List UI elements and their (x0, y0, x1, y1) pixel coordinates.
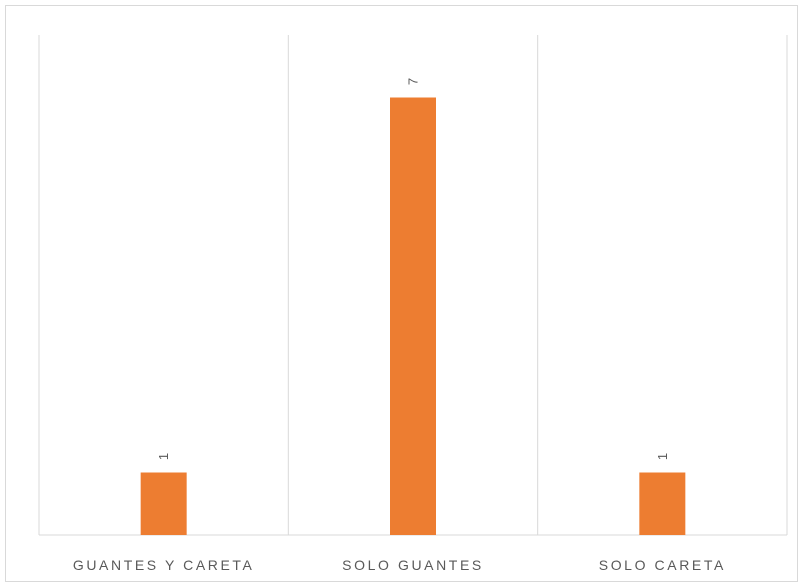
category-gridlines (38, 35, 788, 535)
category-label: SOLO CARETA (599, 557, 726, 573)
bar (639, 472, 686, 535)
bar-series (140, 97, 686, 535)
bar (140, 472, 187, 535)
category-label: SOLO GUANTES (342, 557, 484, 573)
category-label: GUANTES Y CARETA (73, 557, 255, 573)
data-label: 1 (156, 453, 171, 460)
bar (390, 97, 436, 535)
category-axis-labels: GUANTES Y CARETA SOLO GUANTES SOLO CARETA (73, 557, 726, 573)
data-labels: 1 7 1 (156, 78, 670, 460)
data-label: 7 (406, 78, 421, 85)
data-label: 1 (655, 453, 670, 460)
